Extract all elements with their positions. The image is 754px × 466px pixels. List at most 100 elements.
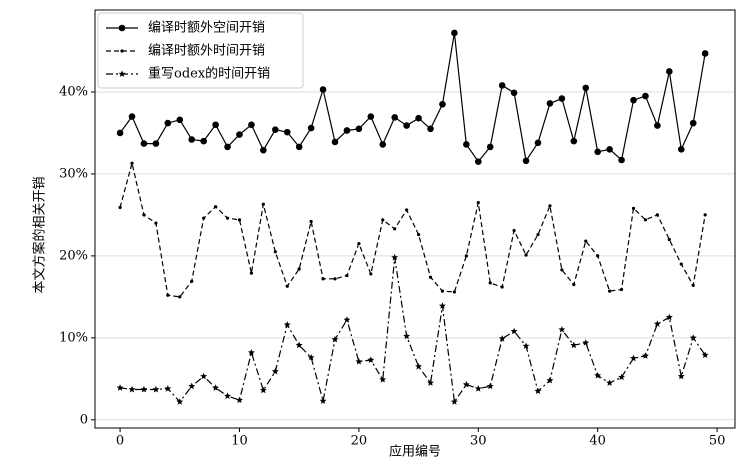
- point: [560, 268, 564, 272]
- point: [677, 146, 685, 153]
- point: [666, 68, 673, 75]
- point: [188, 382, 196, 390]
- point: [558, 95, 566, 102]
- point: [259, 386, 267, 394]
- point: [271, 126, 279, 133]
- point: [606, 146, 613, 153]
- point: [164, 385, 172, 392]
- point: [570, 137, 578, 145]
- point: [271, 367, 279, 375]
- point: [260, 146, 267, 154]
- point: [427, 379, 434, 386]
- plot-frame: [94, 9, 736, 429]
- point: [333, 277, 337, 281]
- point: [450, 398, 458, 405]
- point: [178, 295, 182, 299]
- point: [630, 96, 637, 104]
- point: [295, 143, 303, 151]
- point: [379, 376, 387, 383]
- point: [164, 119, 172, 127]
- point: [452, 290, 457, 294]
- point: [200, 372, 208, 380]
- x-axis-label: 应用编号: [389, 444, 441, 460]
- point: [224, 143, 231, 151]
- point: [631, 206, 636, 210]
- point: [534, 387, 542, 395]
- y-axis-label: 本文方案的相关开销: [32, 176, 48, 293]
- point: [236, 131, 243, 138]
- point: [534, 139, 542, 147]
- point: [140, 385, 148, 393]
- point: [369, 272, 373, 276]
- point: [403, 332, 411, 340]
- point: [307, 353, 315, 361]
- x-tick-label: 40: [589, 434, 606, 449]
- point: [630, 354, 637, 362]
- point: [142, 213, 146, 217]
- point: [546, 376, 554, 384]
- point: [548, 204, 552, 208]
- point: [283, 128, 291, 136]
- point: [381, 218, 385, 222]
- y-tick-label: 10%: [59, 330, 88, 345]
- point: [237, 218, 242, 222]
- point: [572, 282, 576, 287]
- point: [152, 385, 160, 393]
- point: [642, 92, 649, 100]
- point: [522, 157, 530, 165]
- legend-label: 重写odex的时间开销: [148, 66, 270, 82]
- point: [618, 373, 625, 381]
- point: [582, 339, 590, 346]
- point: [439, 100, 446, 108]
- point: [140, 140, 148, 147]
- point: [166, 293, 170, 297]
- point: [428, 275, 433, 279]
- point: [128, 385, 136, 393]
- point: [391, 253, 399, 261]
- point: [500, 285, 504, 289]
- legend-marker: [118, 24, 126, 32]
- point: [307, 124, 315, 132]
- point: [355, 125, 363, 133]
- point: [224, 392, 231, 399]
- point: [343, 127, 351, 134]
- point: [213, 205, 218, 209]
- point: [654, 122, 661, 129]
- point: [546, 100, 554, 107]
- point: [116, 384, 124, 391]
- point: [619, 287, 624, 292]
- point: [594, 148, 601, 156]
- point: [498, 335, 506, 342]
- point: [285, 284, 289, 288]
- point: [152, 140, 160, 147]
- point: [689, 334, 697, 341]
- point: [582, 84, 590, 92]
- point: [701, 351, 709, 358]
- point: [464, 254, 468, 258]
- point: [594, 371, 602, 379]
- point: [510, 327, 518, 335]
- point: [391, 114, 399, 121]
- point: [463, 141, 470, 148]
- point: [118, 205, 122, 210]
- point: [190, 279, 194, 283]
- line: [119, 163, 706, 298]
- point: [319, 86, 327, 93]
- point: [367, 356, 375, 363]
- point: [393, 227, 397, 231]
- point: [309, 219, 313, 224]
- point: [440, 289, 445, 293]
- point: [701, 50, 709, 57]
- y-tick-label: 0: [80, 412, 88, 427]
- point: [403, 122, 410, 129]
- point: [248, 121, 255, 129]
- point: [462, 380, 470, 388]
- point: [130, 161, 134, 165]
- y-tick-label: 30%: [59, 166, 88, 181]
- x-tick-label: 20: [351, 434, 368, 449]
- point: [176, 116, 184, 124]
- point: [451, 29, 458, 37]
- point: [212, 121, 219, 129]
